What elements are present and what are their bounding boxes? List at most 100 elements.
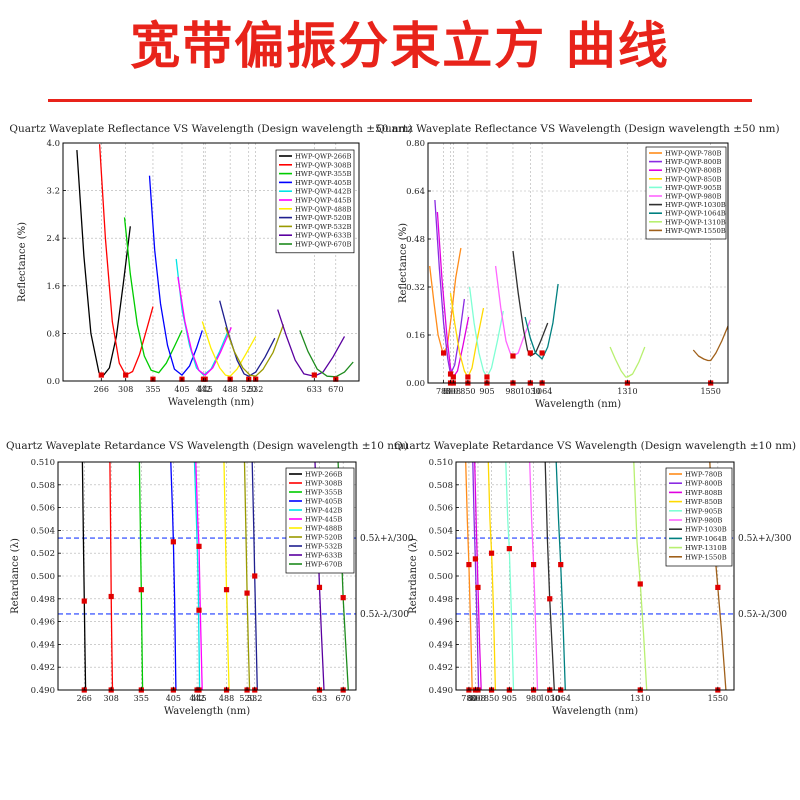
legend-entry: HWP-1550B	[685, 553, 727, 561]
design-marker	[340, 595, 346, 601]
legend-entry: HWP-266B	[305, 471, 342, 479]
series-line-hwp-qwp-532b	[224, 324, 285, 377]
design-marker	[108, 593, 114, 600]
legend-entry: HWP-520B	[305, 534, 342, 542]
design-marker	[484, 374, 490, 380]
chart-title: Quartz Waveplate Retardance VS Wavelengt…	[6, 440, 408, 452]
x-tick-label: 308	[118, 385, 133, 394]
y-tick-label: 0.502	[31, 549, 55, 559]
y-tick-label: 0.508	[31, 481, 55, 491]
legend-entry: HWP-488B	[305, 525, 342, 533]
x-tick-label: 405	[166, 694, 181, 703]
design-marker	[196, 607, 202, 613]
legend-entry: HWP-905B	[685, 507, 722, 515]
tolerance-label: 0.5λ-λ/300	[738, 610, 787, 620]
x-tick-label: 445	[191, 694, 206, 703]
x-tick-label: 850	[460, 387, 475, 396]
x-tick-label: 532	[248, 385, 263, 394]
chart-title: Quartz Waveplate Reflectance VS Waveleng…	[376, 123, 779, 135]
x-tick-label: 980	[526, 694, 541, 703]
design-marker	[558, 562, 564, 568]
y-tick-label: 0.498	[31, 595, 55, 605]
legend-entry: HWP-QWP-355B	[295, 170, 351, 178]
x-tick-label: 266	[94, 385, 109, 394]
y-tick-label: 0.8	[46, 329, 60, 339]
x-tick-label: 1310	[617, 387, 637, 396]
series-line-hwp-qwp-520b	[219, 300, 276, 377]
series-line-hwp-qwp-488b	[201, 321, 257, 377]
y-tick-label: 0.492	[429, 663, 453, 673]
y-axis-label: Retardance (λ)	[408, 538, 419, 614]
y-tick-label: 4.0	[46, 139, 60, 149]
x-tick-label: 905	[479, 387, 494, 396]
y-tick-label: 0.502	[429, 549, 453, 559]
design-marker	[530, 562, 537, 568]
y-tick-label: 0.500	[31, 572, 55, 582]
legend-entry: HWP-445B	[305, 516, 342, 524]
legend-entry: HWP-QWP-780B	[665, 150, 721, 158]
legend-entry: HWP-QWP-800B	[665, 158, 721, 166]
page-title: 宽带偏振分束立方 曲线	[130, 17, 670, 75]
series-line-hwp-800b	[472, 462, 480, 690]
x-tick-label: 1550	[700, 387, 720, 396]
series-line-hwp-442b	[193, 462, 201, 690]
x-tick-label: 355	[134, 694, 149, 703]
x-tick-label: 488	[219, 694, 234, 703]
legend-entry: HWP-QWP-445B	[295, 197, 351, 205]
legend-entry: HWP-QWP-532B	[295, 223, 351, 231]
title-divider	[48, 99, 752, 102]
tolerance-label: 0.5λ+λ/300	[360, 534, 414, 544]
y-tick-label: 0.506	[429, 504, 453, 514]
y-tick-label: 0.00	[406, 379, 425, 389]
legend-entry: HWP-QWP-980B	[665, 193, 721, 201]
legend-entry: HWP-QWP-1310B	[665, 218, 726, 226]
x-tick-label: 850	[484, 694, 499, 703]
legend-entry: HWP-QWP-850B	[665, 175, 721, 183]
x-tick-label: 1064	[551, 694, 571, 703]
series-line-hwp-qwp-1064b	[524, 283, 559, 360]
y-tick-label: 0.510	[429, 458, 453, 468]
x-tick-label: 488	[223, 385, 238, 394]
x-tick-label: 905	[502, 694, 517, 703]
x-axis-label: Wavelength (nm)	[164, 706, 250, 717]
reflectance-chart-nir: Quartz Waveplate Reflectance VS Waveleng…	[376, 123, 779, 410]
x-axis-label: Wavelength (nm)	[535, 399, 621, 410]
series-line-hwp-qwp-405b	[148, 175, 203, 376]
legend-entry: HWP-QWP-520B	[295, 214, 351, 222]
design-marker	[441, 350, 447, 356]
design-marker	[506, 546, 512, 552]
x-tick-label: 780	[461, 694, 476, 703]
x-tick-label: 1310	[630, 694, 650, 703]
x-tick-label: 670	[336, 694, 351, 703]
design-marker	[252, 573, 258, 579]
legend-entry: HWP-1064B	[685, 535, 727, 543]
x-tick-label: 266	[77, 694, 92, 703]
design-marker	[510, 353, 516, 359]
y-axis-label: Retardance (λ)	[10, 538, 21, 614]
legend-entry: HWP-QWP-1064B	[665, 210, 726, 218]
legend-entry: HWP-633B	[305, 552, 342, 560]
y-tick-label: 0.490	[429, 686, 453, 696]
x-tick-label: 1030	[540, 694, 560, 703]
y-tick-label: 1.6	[46, 282, 60, 292]
series-group	[76, 144, 354, 378]
series-line-hwp-qwp-850b	[449, 292, 485, 378]
y-tick-label: 2.4	[46, 234, 60, 244]
legend-entry: HWP-QWP-1550B	[665, 227, 726, 235]
series-line-hwp-qwp-1550b	[692, 325, 728, 362]
legend-entry: HWP-QWP-905B	[665, 184, 721, 192]
design-marker	[244, 590, 250, 596]
design-marker	[98, 372, 104, 378]
y-tick-label: 0.498	[429, 595, 453, 605]
series-line-hwp-qwp-780b	[429, 247, 462, 354]
design-marker	[637, 581, 643, 587]
design-marker	[447, 371, 454, 377]
legend-entry: HWP-355B	[305, 489, 342, 497]
x-tick-label: 520	[239, 694, 254, 703]
y-tick-label: 0.490	[31, 686, 55, 696]
legend-entry: HWP-QWP-442B	[295, 188, 351, 196]
design-marker	[488, 550, 495, 556]
tolerance-label: 0.5λ+λ/300	[738, 534, 792, 544]
x-tick-label: 633	[312, 694, 327, 703]
y-tick-label: 0.510	[31, 458, 55, 468]
